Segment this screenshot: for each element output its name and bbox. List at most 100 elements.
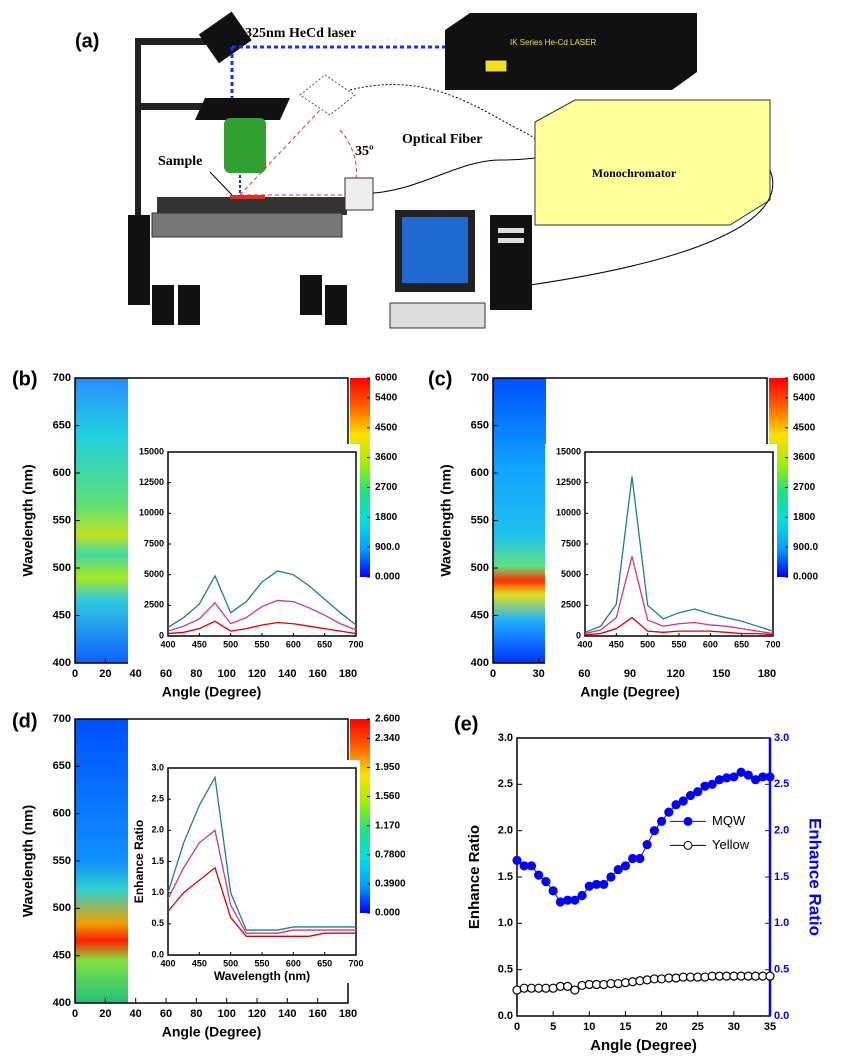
y-axis-label: Wavelength (nm) bbox=[20, 805, 36, 917]
y-tick-label: 400 bbox=[471, 657, 489, 669]
sample bbox=[230, 195, 265, 199]
x-tick-label: 180 bbox=[758, 668, 776, 680]
y-tick-label: 7500 bbox=[561, 538, 581, 548]
drive bbox=[498, 228, 524, 233]
data-point bbox=[678, 796, 688, 806]
colorbar-tick-label: 0.000 bbox=[375, 908, 400, 919]
data-point bbox=[577, 890, 587, 901]
data-point bbox=[534, 870, 544, 880]
leg bbox=[300, 275, 322, 315]
data-point bbox=[620, 861, 631, 871]
x-tick-label: 500 bbox=[223, 958, 238, 968]
y-tick-label: 2.5 bbox=[151, 794, 164, 804]
colorbar-tick-label: 5400 bbox=[793, 393, 816, 404]
data-point bbox=[570, 985, 580, 995]
y-tick-label: 10000 bbox=[556, 508, 581, 518]
inset-background bbox=[128, 444, 360, 664]
data-point bbox=[693, 787, 703, 797]
leg bbox=[128, 215, 150, 305]
x-tick-label: 30 bbox=[533, 668, 545, 680]
instrument-label: Monochromator bbox=[592, 166, 677, 180]
x-tick-label: 550 bbox=[671, 639, 686, 649]
y-tick-label: 1.0 bbox=[498, 917, 513, 929]
stand-arm bbox=[135, 103, 215, 110]
y2-tick-label: 2.5 bbox=[774, 778, 789, 790]
plot-frame bbox=[584, 451, 774, 637]
legend-label: Yellow bbox=[712, 837, 750, 852]
x-axis-label: Angle (Degree) bbox=[580, 684, 680, 700]
leg bbox=[325, 285, 347, 325]
y-tick-label: 400 bbox=[53, 657, 71, 669]
data-point bbox=[664, 807, 674, 817]
x-tick-label: 160 bbox=[308, 668, 326, 680]
x-tick-label: 600 bbox=[286, 639, 301, 649]
x-tick-label: 20 bbox=[99, 668, 111, 680]
y-tick-label: 5000 bbox=[561, 569, 581, 579]
y-tick-label: 650 bbox=[53, 760, 71, 772]
x-axis-label: Angle (Degree) bbox=[162, 684, 262, 700]
y-tick-label: 0.5 bbox=[498, 964, 513, 976]
x-tick-label: 180 bbox=[339, 1008, 357, 1020]
x-tick-label: 20 bbox=[99, 1008, 111, 1020]
leg bbox=[152, 285, 174, 325]
colorbar-tick-label: 3600 bbox=[375, 452, 398, 463]
inset-x-label: Wavelength (nm) bbox=[214, 969, 310, 983]
x-tick-label: 550 bbox=[254, 958, 269, 968]
x-tick-label: 40 bbox=[130, 1008, 142, 1020]
x-tick-label: 60 bbox=[160, 1008, 172, 1020]
x-tick-label: 0 bbox=[514, 1021, 520, 1033]
drive bbox=[498, 238, 524, 243]
colorbar-tick-label: 3600 bbox=[793, 452, 816, 463]
x-tick-label: 120 bbox=[248, 668, 266, 680]
colorbar-tick-label: 2.600 bbox=[375, 714, 400, 725]
colorbar-tick-label: 2700 bbox=[375, 482, 398, 493]
panel-label: (b) bbox=[12, 368, 38, 390]
y-tick-label: 450 bbox=[471, 609, 489, 621]
keyboard bbox=[389, 302, 486, 329]
x-tick-label: 120 bbox=[248, 1008, 266, 1020]
y-tick-label: 500 bbox=[53, 562, 71, 574]
fiber bbox=[372, 156, 553, 194]
series-line bbox=[167, 775, 356, 931]
series-line bbox=[584, 556, 774, 635]
y-tick-label: 2.5 bbox=[498, 778, 513, 790]
plot-frame bbox=[167, 451, 357, 637]
series-line bbox=[167, 866, 356, 937]
angle-label: 35º bbox=[355, 144, 374, 159]
colorbar-tick-label: 6000 bbox=[375, 373, 398, 384]
sample-pointer bbox=[209, 171, 233, 196]
y-axis-label: Wavelength (nm) bbox=[438, 464, 454, 576]
x-tick-label: 0 bbox=[72, 668, 78, 680]
laser-box bbox=[445, 13, 697, 90]
data-point bbox=[656, 816, 667, 827]
data-point bbox=[765, 772, 775, 782]
objective bbox=[224, 118, 266, 173]
x-tick-label: 5 bbox=[550, 1021, 556, 1033]
y-tick-label: 12500 bbox=[139, 477, 164, 487]
data-point bbox=[649, 826, 659, 836]
y-tick-label: 600 bbox=[53, 467, 71, 479]
laser-brand: IK Series He-Cd LASER bbox=[510, 38, 596, 47]
y-tick-label: 0.0 bbox=[498, 1010, 513, 1022]
x-tick-label: 40 bbox=[130, 668, 142, 680]
y-axis-label: Enhance Ratio bbox=[466, 825, 483, 929]
laser-label: 325nm HeCd laser bbox=[245, 26, 356, 41]
y2-axis-label: Enhance Ratio bbox=[806, 818, 825, 936]
x-tick-label: 650 bbox=[317, 639, 332, 649]
y-tick-label: 1.5 bbox=[151, 856, 164, 866]
colorbar-tick-label: 0.000 bbox=[793, 572, 818, 583]
x-tick-label: 100 bbox=[217, 668, 235, 680]
inset-y-label: Enhance Ratio bbox=[132, 820, 146, 903]
y-tick-label: 2.0 bbox=[498, 825, 513, 837]
laser-panel bbox=[484, 59, 508, 73]
colorbar-tick-label: 0.000 bbox=[375, 572, 400, 583]
x-tick-label: 650 bbox=[734, 639, 749, 649]
colorbar-tick-label: 0.3900 bbox=[375, 879, 406, 890]
y2-tick-label: 2.0 bbox=[774, 825, 789, 837]
x-tick-label: 450 bbox=[192, 639, 207, 649]
x-tick-label: 400 bbox=[577, 639, 592, 649]
panel-label: (e) bbox=[454, 713, 478, 735]
x-tick-label: 80 bbox=[190, 1008, 202, 1020]
y-tick-label: 600 bbox=[53, 808, 71, 820]
stand-arm bbox=[135, 38, 225, 45]
